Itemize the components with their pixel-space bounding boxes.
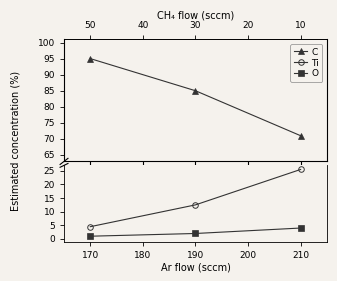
X-axis label: Ar flow (sccm): Ar flow (sccm) [160,262,231,273]
Line: C: C [88,0,303,48]
Text: Estimated concentration (%): Estimated concentration (%) [10,71,20,210]
C [193,89,197,92]
C [299,44,303,47]
C [88,57,92,60]
X-axis label: CH₄ flow (sccm): CH₄ flow (sccm) [157,10,234,21]
Legend: C, Ti, O: C, Ti, O [290,44,323,82]
C [193,6,197,9]
Ti [88,225,92,228]
O [193,232,197,235]
O [299,226,303,230]
Line: Ti: Ti [88,167,303,230]
Ti [193,203,197,207]
Line: O: O [88,225,303,239]
Line: Ti: Ti [88,279,303,281]
Ti [299,168,303,171]
Line: C: C [88,56,303,139]
C [299,134,303,137]
Ti [299,280,303,281]
O [88,235,92,238]
